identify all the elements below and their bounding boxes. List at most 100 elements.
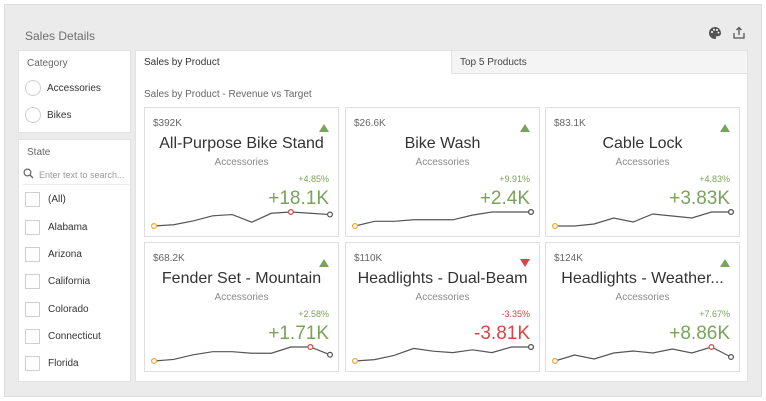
- category-option-accessories[interactable]: Accessories: [25, 80, 101, 96]
- state-option-connecticut[interactable]: Connecticut: [25, 329, 101, 344]
- triangle-up-icon: [720, 119, 730, 137]
- state-option-arizona[interactable]: Arizona: [25, 247, 82, 262]
- card-percent-variation: +7.67%: [699, 309, 730, 319]
- card-fender-set-mountain[interactable]: $68.2K Fender Set - Mountain Accessories +2…: [144, 242, 339, 372]
- sparkline-start-point: [151, 223, 157, 229]
- export-icon[interactable]: [731, 25, 747, 41]
- category-option-label: Bikes: [47, 109, 72, 121]
- card-absolute-variation: +8.86K: [669, 323, 730, 344]
- card-sparkline: [352, 209, 534, 229]
- category-caption: Category: [27, 58, 68, 69]
- tab-strip: Sales by Product Top 5 Products: [136, 51, 747, 74]
- radio-button[interactable]: [25, 80, 41, 96]
- card-actual-value: $110K: [354, 253, 383, 264]
- sparkline-end-point: [327, 211, 333, 218]
- palette-icon[interactable]: [707, 25, 723, 41]
- sparkline-path: [153, 211, 331, 227]
- sparkline-max-point: [287, 209, 294, 215]
- card-percent-variation: -3.35%: [501, 309, 530, 319]
- card-sparkline: [151, 344, 333, 364]
- sparkline-max-point: [708, 344, 715, 350]
- card-actual-value: $83.1K: [554, 118, 586, 129]
- dashboard-toolbar: [707, 25, 747, 41]
- card-absolute-variation: +2.4K: [479, 188, 530, 209]
- card-absolute-variation: -3.81K: [474, 323, 530, 344]
- sparkline-end-point: [528, 209, 534, 215]
- category-filter-panel: Category Accessories Bikes: [18, 50, 131, 133]
- card-percent-variation: +9.91%: [499, 174, 530, 184]
- state-option-alabama[interactable]: Alabama: [25, 220, 87, 235]
- state-option-label: Alabama: [48, 222, 88, 233]
- card-subtitle: Accessories: [415, 157, 470, 168]
- card-percent-variation: +4.83%: [699, 174, 730, 184]
- state-option-california[interactable]: California: [25, 274, 90, 289]
- card-bike-wash[interactable]: $26.6K Bike Wash Accessories +9.91% +2.4K: [345, 107, 540, 237]
- card-title: Headlights - Weather...: [561, 270, 724, 287]
- card-sparkline: [352, 344, 534, 364]
- state-option-label: Florida: [48, 358, 79, 369]
- card-actual-value: $68.2K: [153, 253, 185, 264]
- checkbox[interactable]: [25, 192, 40, 207]
- radio-button[interactable]: [25, 107, 41, 123]
- state-option-label: (All): [48, 194, 66, 205]
- sparkline-start-point: [552, 358, 558, 364]
- sparkline-end-point: [728, 209, 734, 215]
- card-percent-variation: +4.85%: [298, 174, 329, 184]
- state-caption: State: [27, 147, 51, 158]
- checkbox[interactable]: [25, 247, 40, 262]
- tab-sales-by-product[interactable]: Sales by Product: [136, 51, 452, 74]
- card-subtitle: Accessories: [214, 292, 269, 303]
- cards-caption: Sales by Product - Revenue vs Target: [144, 89, 312, 100]
- sparkline-path: [153, 346, 331, 362]
- card-title: Headlights - Dual-Beam: [357, 270, 528, 287]
- sparkline-end-point: [528, 344, 534, 350]
- sparkline-start-point: [552, 223, 558, 229]
- sparkline-path: [354, 211, 531, 227]
- state-option-colorado[interactable]: Colorado: [25, 302, 89, 317]
- category-option-bikes[interactable]: Bikes: [25, 107, 71, 123]
- sparkline-max-point: [307, 344, 314, 350]
- triangle-up-icon: [319, 119, 329, 137]
- checkbox[interactable]: [25, 302, 40, 317]
- card-sparkline: [151, 209, 333, 229]
- card-title: Fender Set - Mountain: [161, 270, 322, 287]
- state-search-input[interactable]: [39, 169, 125, 180]
- triangle-up-icon: [319, 254, 329, 272]
- checkbox[interactable]: [25, 274, 40, 289]
- card-cable-lock[interactable]: $83.1K Cable Lock Accessories +4.83% +3.83K: [545, 107, 740, 237]
- triangle-up-icon: [520, 119, 530, 137]
- sparkline-end-point: [327, 351, 333, 358]
- state-filter-panel: State (All) Alabama Arizona California C…: [18, 139, 131, 382]
- sparkline-path: [554, 346, 732, 362]
- sparkline-start-point: [352, 223, 358, 229]
- card-absolute-variation: +18.1K: [268, 188, 329, 209]
- search-icon: [23, 166, 34, 184]
- card-headlights-dual-beam[interactable]: $110K Headlights - Dual-Beam Accessories -3…: [345, 242, 540, 372]
- sparkline-path: [354, 346, 531, 362]
- card-actual-value: $392K: [153, 118, 182, 129]
- triangle-up-icon: [720, 254, 730, 272]
- card-title: Bike Wash: [404, 135, 481, 152]
- card-title: Cable Lock: [602, 135, 683, 152]
- tab-top-5-products[interactable]: Top 5 Products: [452, 51, 747, 74]
- card-subtitle: Accessories: [415, 292, 470, 303]
- card-sparkline: [552, 209, 734, 229]
- state-option-label: Colorado: [48, 304, 89, 315]
- triangle-down-icon: [520, 254, 530, 272]
- checkbox[interactable]: [25, 356, 40, 371]
- card-all-purpose-bike-stand[interactable]: $392K All-Purpose Bike Stand Accessories +4…: [144, 107, 339, 237]
- card-absolute-variation: +3.83K: [669, 188, 730, 209]
- card-subtitle: Accessories: [615, 292, 670, 303]
- card-actual-value: $26.6K: [354, 118, 386, 129]
- card-sparkline: [552, 344, 734, 364]
- checkbox[interactable]: [25, 329, 40, 344]
- card-actual-value: $124K: [554, 253, 583, 264]
- cards-panel: Sales by Product Top 5 Products Sales by…: [135, 50, 748, 382]
- state-option-all[interactable]: (All): [25, 192, 66, 207]
- state-option-label: Connecticut: [48, 331, 101, 342]
- checkbox[interactable]: [25, 220, 40, 235]
- state-option-label: California: [48, 276, 91, 287]
- state-option-florida[interactable]: Florida: [25, 356, 79, 371]
- card-title: All-Purpose Bike Stand: [159, 135, 324, 152]
- card-headlights-weather[interactable]: $124K Headlights - Weather... Accessories +…: [545, 242, 740, 372]
